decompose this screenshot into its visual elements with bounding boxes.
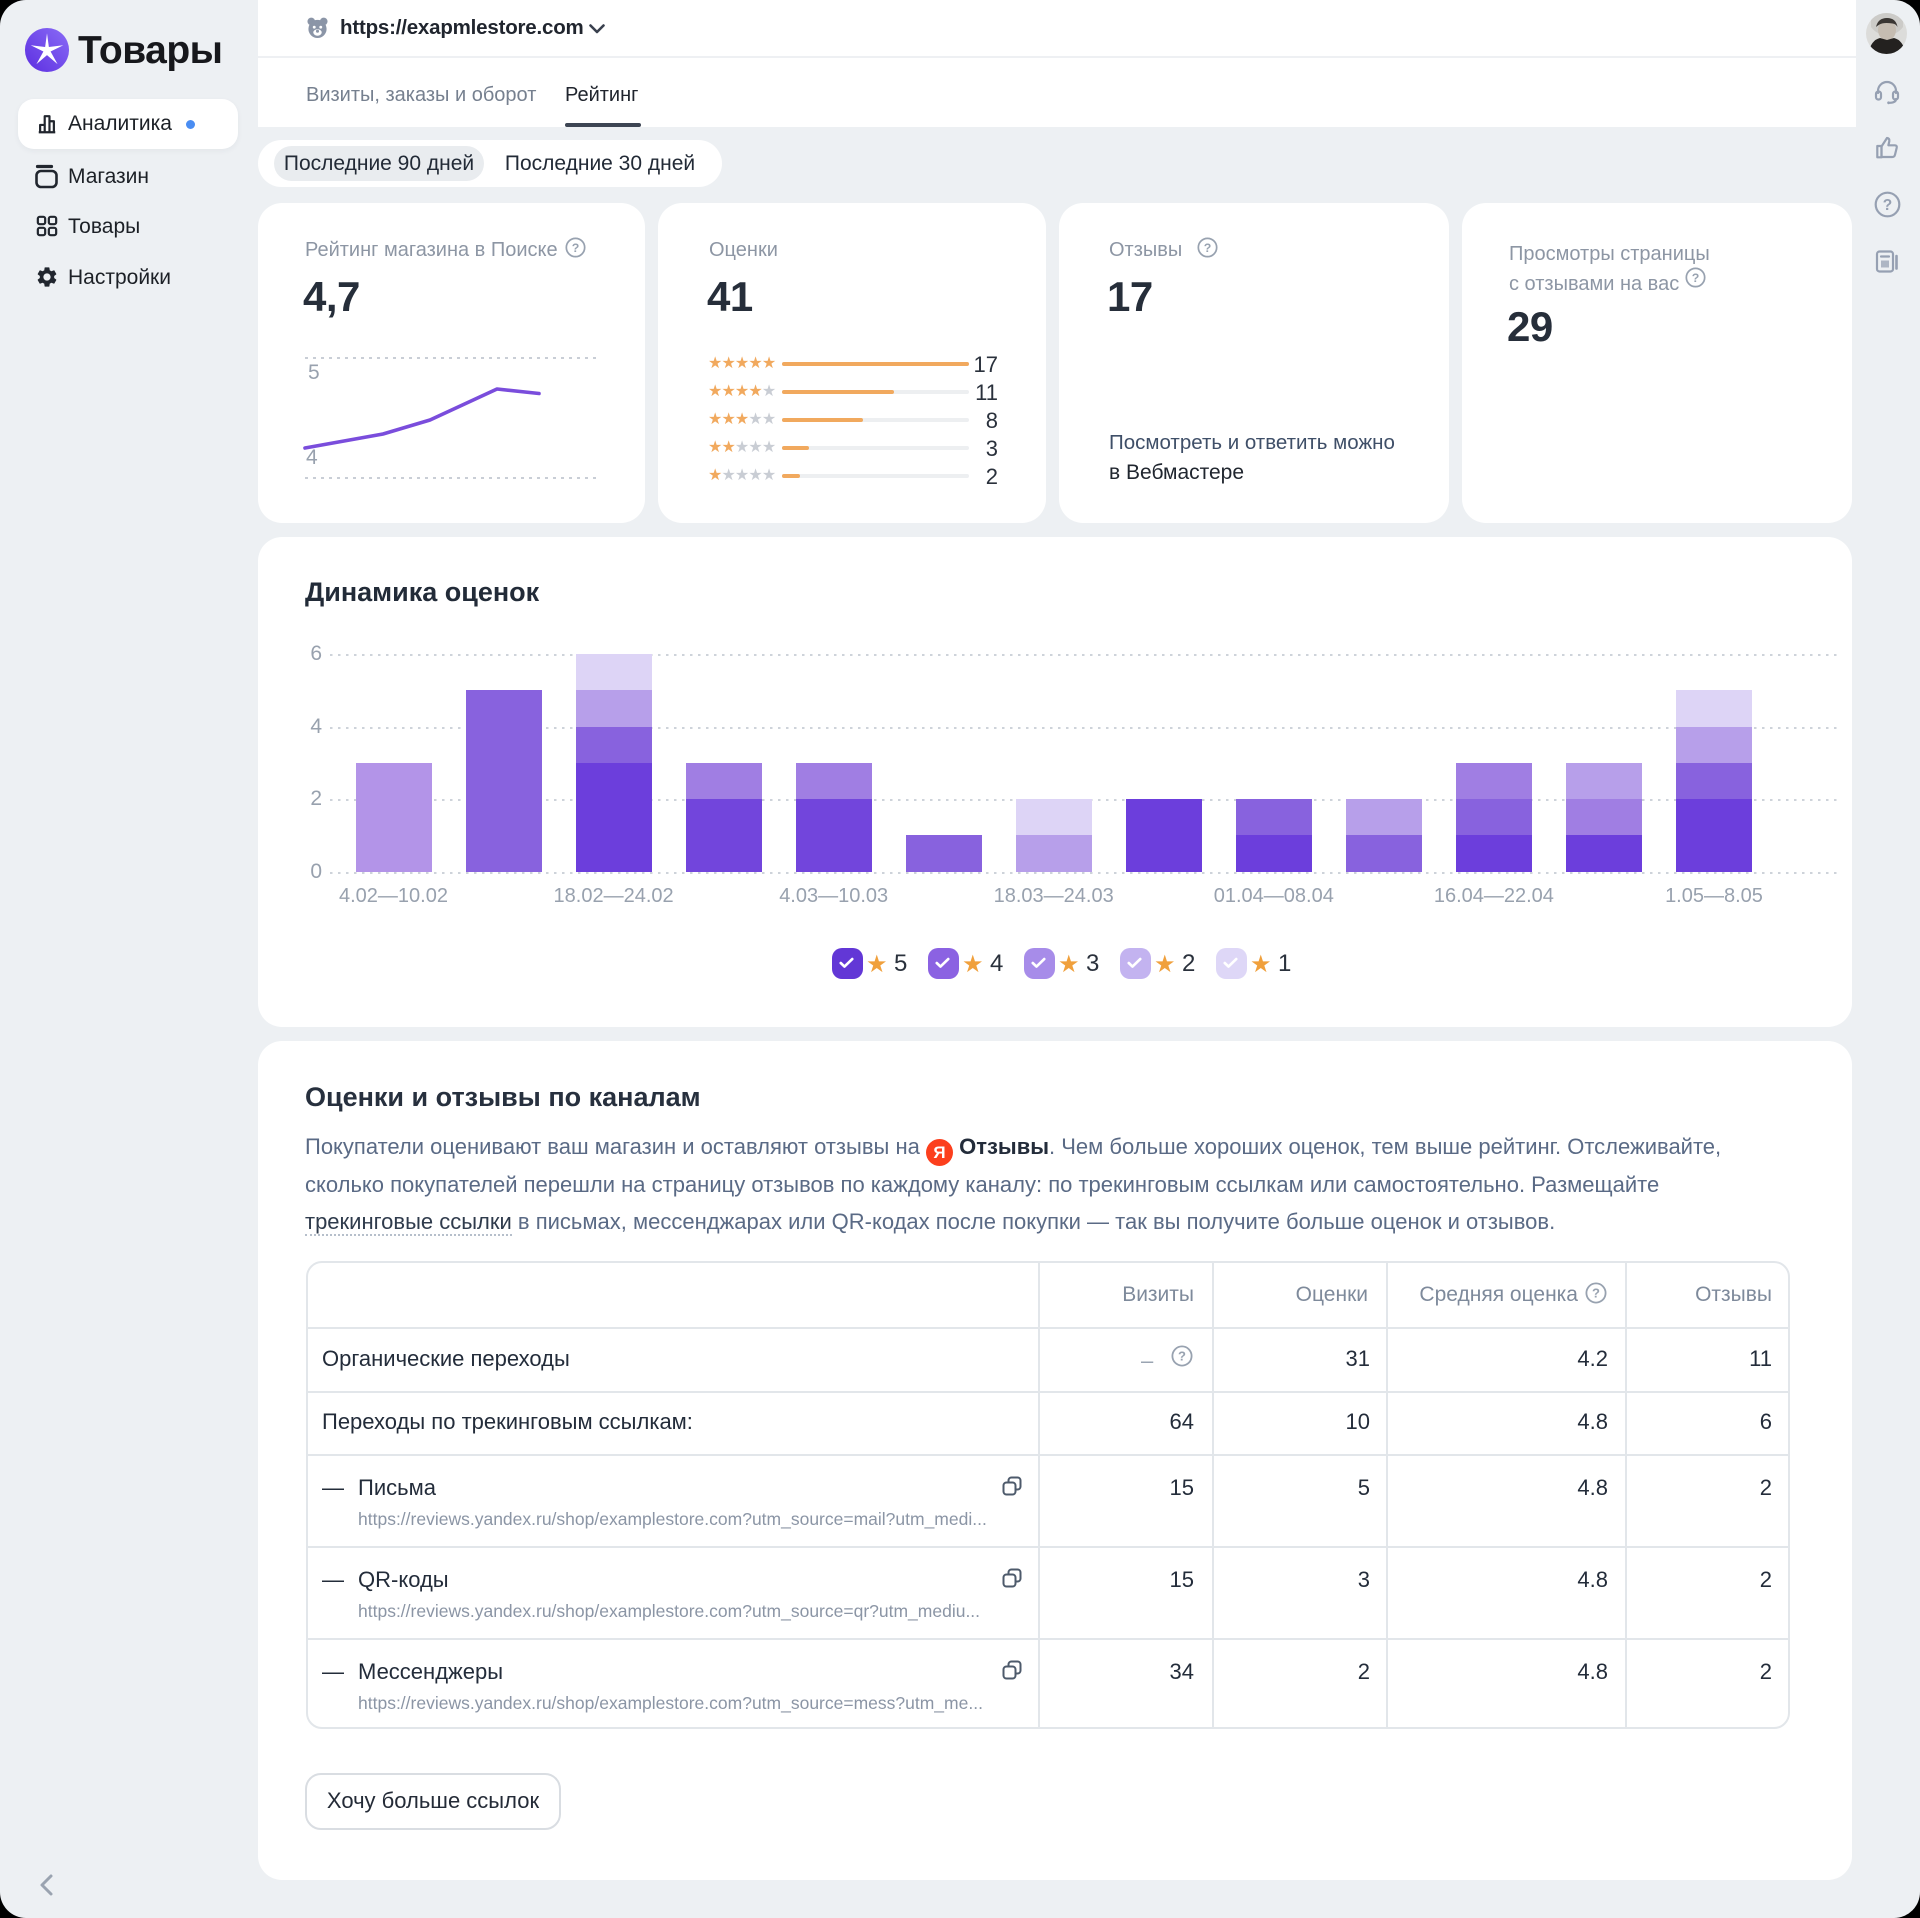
svg-text:?: ? xyxy=(1178,1349,1186,1364)
svg-text:?: ? xyxy=(572,241,580,255)
svg-text:?: ? xyxy=(1592,1286,1600,1301)
svg-text:?: ? xyxy=(1692,271,1700,285)
svg-text:?: ? xyxy=(1204,241,1212,255)
svg-text:?: ? xyxy=(1883,197,1892,214)
